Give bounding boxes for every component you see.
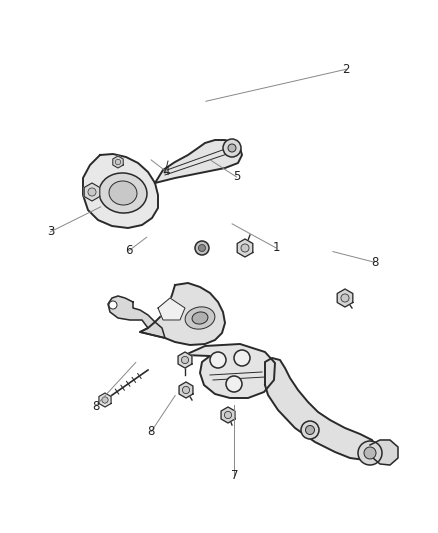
Polygon shape: [237, 239, 253, 257]
Polygon shape: [221, 407, 235, 423]
Circle shape: [224, 411, 232, 418]
Text: 8: 8: [92, 400, 99, 413]
Circle shape: [102, 397, 108, 403]
Polygon shape: [370, 440, 398, 465]
Circle shape: [195, 241, 209, 255]
Circle shape: [115, 159, 121, 165]
Polygon shape: [113, 156, 123, 168]
Circle shape: [234, 350, 250, 366]
Text: 2: 2: [342, 63, 350, 76]
Circle shape: [358, 441, 382, 465]
Text: 7: 7: [230, 469, 238, 482]
Text: 8: 8: [371, 256, 378, 269]
Circle shape: [341, 294, 349, 302]
Circle shape: [305, 425, 314, 434]
Text: 3: 3: [47, 225, 54, 238]
Circle shape: [223, 139, 241, 157]
Circle shape: [364, 447, 376, 459]
Polygon shape: [108, 296, 165, 338]
Ellipse shape: [99, 173, 147, 213]
Ellipse shape: [192, 312, 208, 324]
Circle shape: [228, 144, 236, 152]
Text: 8: 8: [148, 425, 155, 438]
Polygon shape: [140, 283, 225, 345]
Polygon shape: [83, 154, 158, 228]
Circle shape: [226, 376, 242, 392]
Polygon shape: [155, 140, 242, 183]
Circle shape: [88, 188, 96, 196]
Polygon shape: [99, 393, 111, 407]
Polygon shape: [84, 183, 100, 201]
Text: 4: 4: [162, 165, 170, 178]
Circle shape: [181, 357, 189, 364]
Text: 5: 5: [233, 171, 240, 183]
Polygon shape: [185, 344, 275, 398]
Text: 6: 6: [125, 244, 133, 257]
Circle shape: [301, 421, 319, 439]
Circle shape: [198, 245, 205, 252]
Circle shape: [182, 386, 190, 393]
Circle shape: [109, 301, 117, 309]
Polygon shape: [158, 298, 185, 320]
Polygon shape: [265, 358, 378, 460]
Polygon shape: [178, 352, 192, 368]
Polygon shape: [337, 289, 353, 307]
Ellipse shape: [109, 181, 137, 205]
Text: 1: 1: [272, 241, 280, 254]
Polygon shape: [179, 382, 193, 398]
Circle shape: [210, 352, 226, 368]
Circle shape: [241, 244, 249, 252]
Ellipse shape: [185, 307, 215, 329]
